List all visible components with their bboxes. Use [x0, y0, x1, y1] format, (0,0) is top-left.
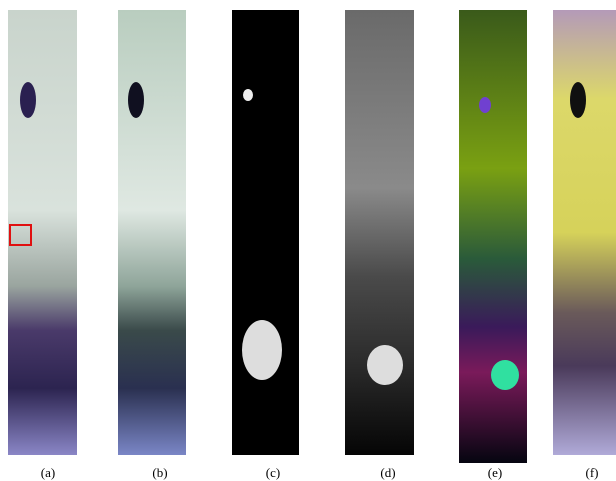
image — [345, 10, 414, 455]
panel-label: (b) — [152, 465, 167, 480]
panel-f — [553, 10, 616, 455]
bright-region — [367, 345, 403, 385]
figure: (a) (b) (c) (d) (e) (f) — [0, 0, 616, 481]
image — [232, 10, 299, 455]
bright-spot — [243, 89, 253, 101]
lake — [570, 82, 586, 118]
bright-region — [242, 320, 282, 380]
bright-region — [491, 360, 519, 390]
panel-label: (e) — [488, 465, 502, 480]
panel-label: (d) — [380, 465, 395, 480]
panel-label: (a) — [41, 465, 55, 480]
panel-b — [118, 10, 186, 455]
image — [459, 10, 527, 463]
image — [118, 10, 186, 455]
lake — [128, 82, 144, 118]
panel-a — [8, 10, 77, 455]
image — [553, 10, 616, 455]
panel-c — [232, 10, 299, 455]
image — [8, 10, 77, 455]
panel-label: (c) — [266, 465, 280, 480]
panel-label: (f) — [586, 465, 599, 480]
panel-d — [345, 10, 414, 455]
lake — [479, 97, 491, 113]
panel-e — [459, 10, 527, 463]
lake — [20, 82, 36, 118]
